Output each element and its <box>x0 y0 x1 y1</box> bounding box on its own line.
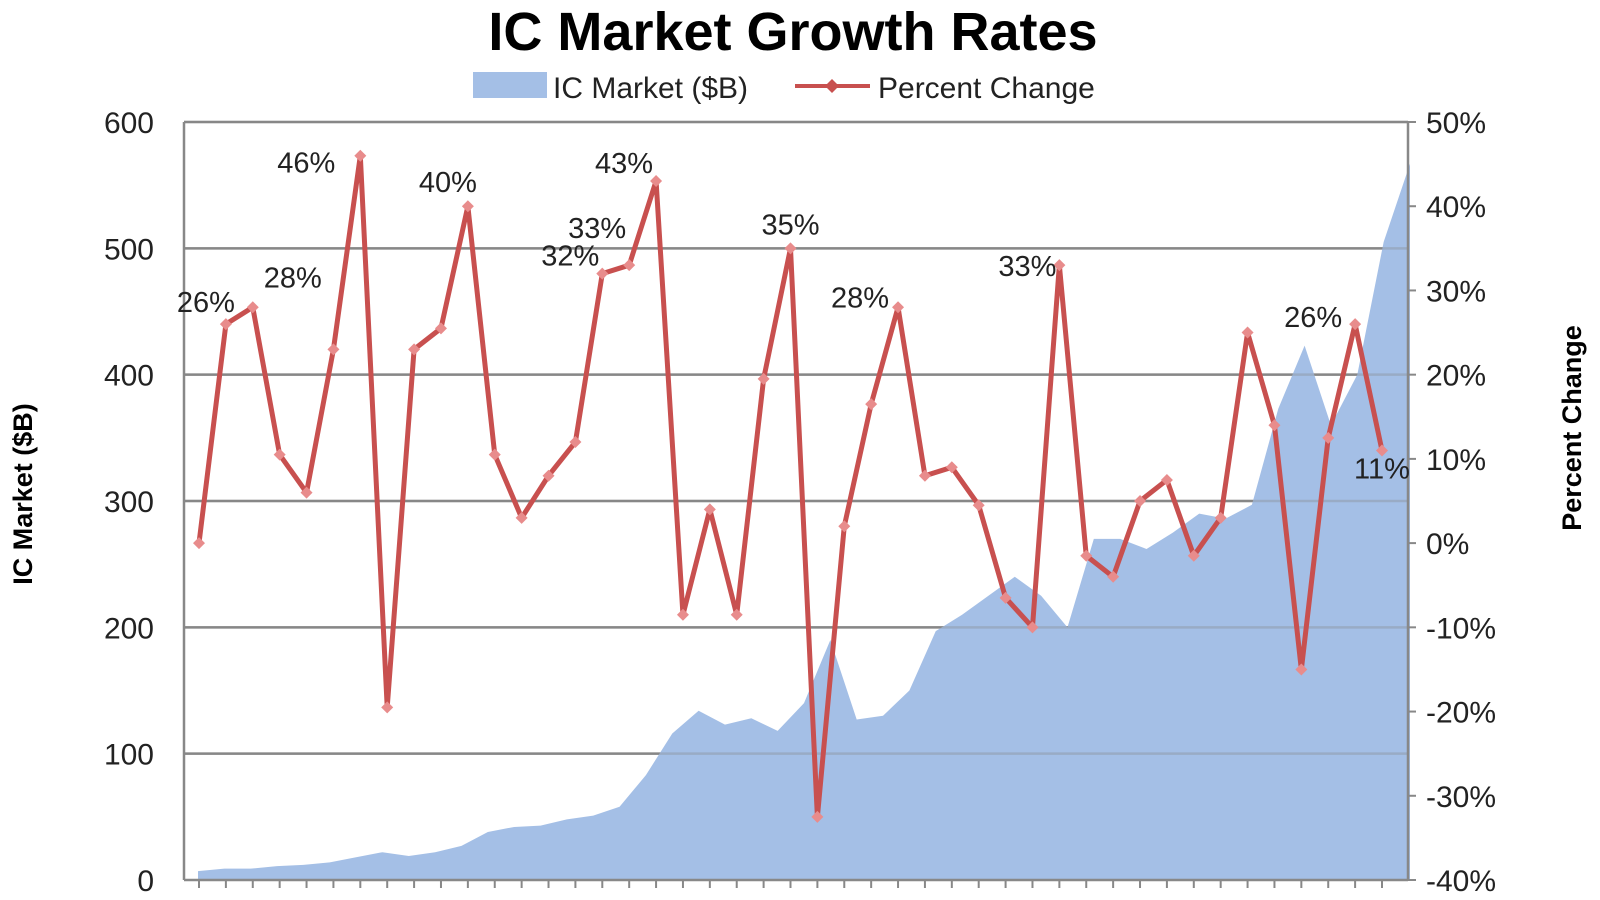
percent-change-point <box>1214 511 1227 524</box>
percent-change-point <box>838 520 851 533</box>
percent-change-point <box>327 343 340 356</box>
percent-change-point <box>1160 473 1173 486</box>
percent-change-point <box>1107 570 1120 583</box>
y-tick-label-right: 40% <box>1426 191 1486 224</box>
percent-change-point <box>865 398 878 411</box>
percent-change-point <box>650 174 663 187</box>
data-label: 26% <box>177 287 235 319</box>
percent-change-point <box>1241 326 1254 339</box>
percent-change-point <box>676 608 689 621</box>
y-tick-label-right: -10% <box>1426 612 1496 645</box>
y-tick-label-right: 30% <box>1426 275 1486 308</box>
y-tick-label-right: -30% <box>1426 781 1496 814</box>
y-tick-label-right: 0% <box>1426 528 1469 561</box>
percent-change-point <box>461 200 474 213</box>
percent-change-point <box>1080 549 1093 562</box>
percent-change-point <box>515 511 528 524</box>
percent-change-point <box>193 537 205 550</box>
percent-change-point <box>354 149 367 162</box>
data-label: 26% <box>1284 302 1342 334</box>
data-label: 43% <box>595 148 653 180</box>
percent-change-point <box>1295 663 1308 676</box>
percent-change-point <box>892 301 905 314</box>
y-tick-label-right: -40% <box>1426 865 1496 898</box>
percent-change-point <box>219 318 232 331</box>
data-label: 35% <box>761 209 819 241</box>
y-tick-label-left: 100 <box>104 739 154 772</box>
y-tick-label-right: -20% <box>1426 697 1496 730</box>
percent-change-point <box>408 343 421 356</box>
chart-title: IC Market Growth Rates <box>488 2 1097 62</box>
legend-marker-icon <box>825 79 839 93</box>
percent-change-point <box>811 810 824 823</box>
y-tick-label-right: 10% <box>1426 444 1486 477</box>
percent-change-point <box>1026 621 1039 634</box>
legend-area-swatch <box>473 72 547 98</box>
y-tick-label-left: 500 <box>104 233 154 266</box>
data-label: 33% <box>998 251 1056 283</box>
percent-change-point <box>757 372 770 385</box>
legend-label-ic-market: IC Market ($B) <box>553 72 748 105</box>
percent-change-point <box>623 259 636 272</box>
y-tick-label-right: 20% <box>1426 360 1486 393</box>
percent-change-point <box>273 448 286 461</box>
percent-change-point <box>945 461 958 474</box>
data-label: 32% <box>541 241 599 273</box>
percent-change-point <box>542 469 555 482</box>
percent-change-point <box>381 701 394 714</box>
data-labels: 26%28%46%40%32%33%43%35%28%33%26%11% <box>177 148 1410 486</box>
percent-change-point <box>434 322 447 335</box>
percent-change-point <box>1322 431 1335 444</box>
y-tick-label-left: 400 <box>104 360 154 393</box>
percent-change-point <box>1349 318 1362 331</box>
legend-label-percent-change: Percent Change <box>878 72 1095 105</box>
percent-change-point <box>1376 444 1388 457</box>
data-label: 46% <box>277 148 335 180</box>
percent-change-point <box>1053 259 1066 272</box>
percent-change-point <box>999 591 1012 604</box>
data-label: 11% <box>1354 453 1410 485</box>
y-tick-label-left: 300 <box>104 486 154 519</box>
percent-change-point <box>569 436 582 449</box>
percent-change-point <box>488 448 501 461</box>
axes: 0 100 200 300 400 500 600 -40% -30% -20% -10% 0% 10%… <box>104 107 1496 898</box>
percent-change-point <box>918 469 931 482</box>
y-tick-label-left: 0 <box>137 865 154 898</box>
percent-change-point <box>246 301 259 314</box>
percent-change-point <box>784 242 797 255</box>
y-axis-right-title: Percent Change <box>1557 325 1587 531</box>
percent-change-point <box>1268 419 1281 432</box>
y-axis-left-title: IC Market ($B) <box>8 403 38 585</box>
ic-market-area-layer <box>198 163 1410 880</box>
percent-change-point <box>1187 549 1200 562</box>
percent-change-point <box>300 486 313 499</box>
percent-change-line-layer <box>193 149 1388 823</box>
data-label: 28% <box>264 262 322 294</box>
percent-change-point <box>730 608 743 621</box>
y-tick-label-left: 600 <box>104 107 154 140</box>
legend: IC Market ($B) Percent Change <box>473 72 1095 105</box>
percent-change-point <box>1134 495 1147 507</box>
data-label: 33% <box>568 213 626 245</box>
percent-change-point <box>596 267 609 280</box>
percent-change-point <box>703 503 716 516</box>
y-tick-label-left: 200 <box>104 612 154 645</box>
y-tick-label-right: 50% <box>1426 107 1486 140</box>
ic-market-area <box>198 163 1410 880</box>
percent-change-point <box>972 499 985 512</box>
data-label: 28% <box>831 282 889 314</box>
data-label: 40% <box>419 167 477 199</box>
